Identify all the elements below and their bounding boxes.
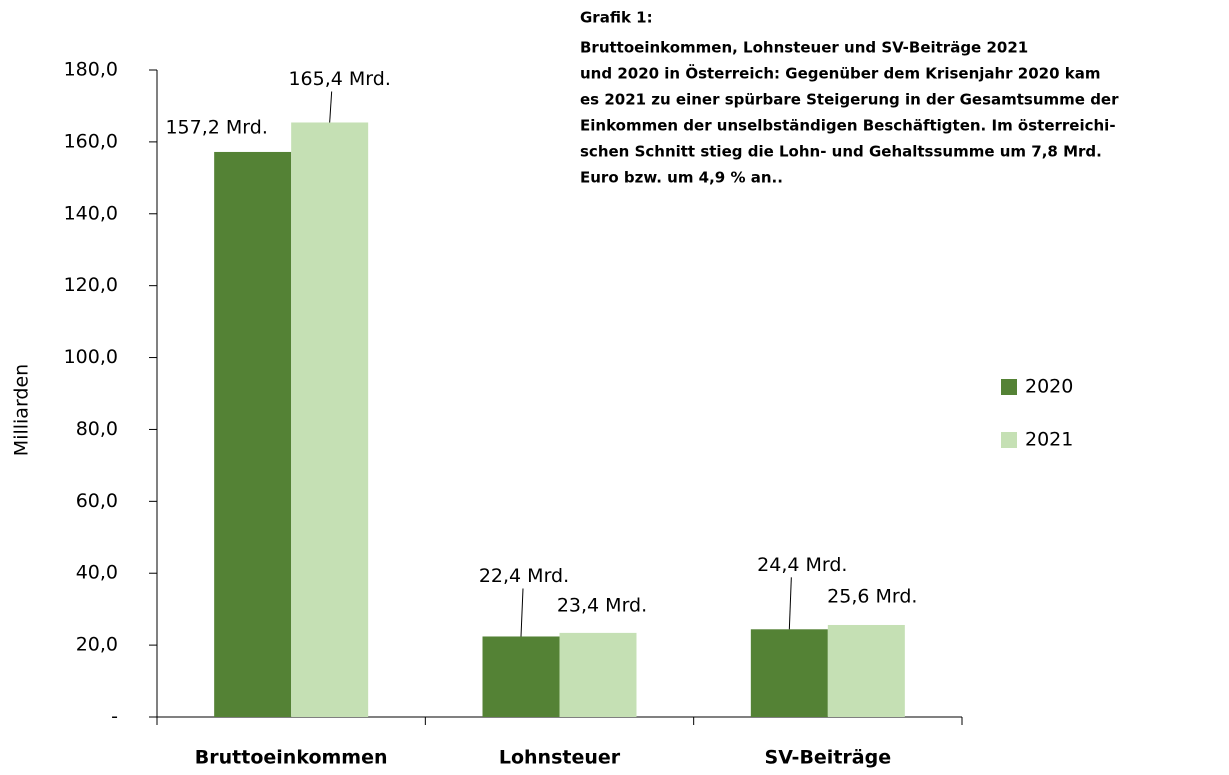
chart-subtitle: Bruttoeinkommen, Lohnsteuer und SV-Beitr… [580, 39, 1028, 57]
x-tick-label: SV-Beiträge [765, 747, 892, 769]
leader-line [520, 588, 524, 637]
bar [559, 632, 637, 717]
y-tick-label: 180,0 [64, 59, 118, 81]
legend-label: 2021 [1025, 429, 1073, 451]
leader-line [788, 577, 792, 630]
y-tick-label: 60,0 [76, 490, 118, 512]
chart-subtitle: schen Schnitt stieg die Lohn- und Gehalt… [580, 143, 1102, 161]
legend-label: 2020 [1025, 376, 1073, 398]
x-tick-label: Lohnsteuer [499, 747, 621, 769]
y-tick-label: 20,0 [76, 634, 118, 656]
y-tick-label: 80,0 [76, 418, 118, 440]
y-tick-label: - [111, 706, 118, 728]
data-label: 23,4 Mrd. [557, 594, 647, 616]
x-tick-label: Bruttoeinkommen [195, 747, 388, 769]
y-tick-label: 40,0 [76, 562, 118, 584]
bar [750, 629, 828, 717]
chart-subtitle: Einkommen der unselbständigen Beschäftig… [580, 117, 1116, 135]
data-label: 165,4 Mrd. [288, 68, 390, 90]
chart-subtitle: Euro bzw. um 4,9 % an.. [580, 169, 783, 187]
legend-swatch [1001, 432, 1017, 448]
bar [482, 636, 560, 717]
chart-subtitle: es 2021 zu einer spürbare Steigerung in … [580, 91, 1119, 109]
y-tick-label: 120,0 [64, 274, 118, 296]
data-label: 24,4 Mrd. [757, 554, 847, 576]
leader-line [329, 91, 333, 123]
y-tick-label: 100,0 [64, 346, 118, 368]
y-tick-label: 140,0 [64, 202, 118, 224]
bar [214, 151, 292, 717]
y-axis-label: Milliarden [11, 364, 33, 456]
chart-title: Grafik 1: [580, 9, 653, 27]
y-tick-label: 160,0 [64, 130, 118, 152]
data-label: 157,2 Mrd. [165, 116, 267, 138]
chart-subtitle: und 2020 in Österreich: Gegenüber dem Kr… [580, 64, 1101, 83]
bar [827, 624, 905, 717]
data-label: 22,4 Mrd. [479, 565, 569, 587]
bar [291, 122, 369, 718]
legend-swatch [1001, 379, 1017, 395]
data-label: 25,6 Mrd. [827, 585, 917, 607]
